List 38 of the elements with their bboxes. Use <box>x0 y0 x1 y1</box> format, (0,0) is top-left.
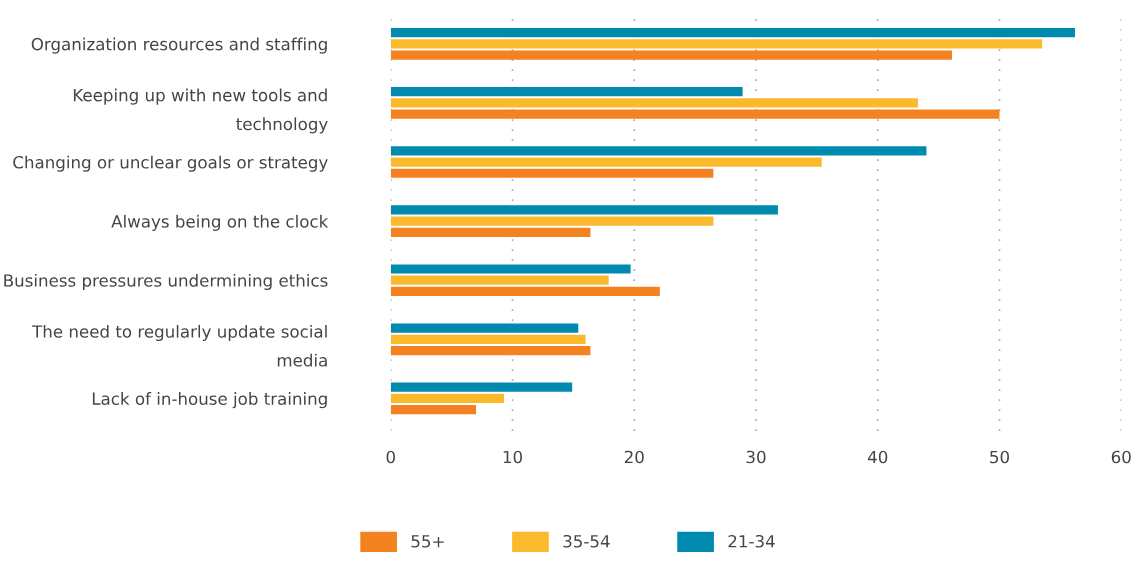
bar <box>390 168 714 178</box>
x-tick-label: 0 <box>386 450 395 464</box>
bar <box>390 146 927 156</box>
y-tick-label: Keeping up with new tools and technology <box>73 88 328 134</box>
bar <box>390 87 743 97</box>
bar <box>390 50 953 60</box>
x-tick-label: 30 <box>746 450 766 464</box>
bar <box>390 323 579 333</box>
x-tick-label: 20 <box>624 450 644 464</box>
legend-label: 35-54 <box>563 534 610 548</box>
y-tick-label: Lack of in-house job training <box>92 392 327 409</box>
y-tick-label: Organization resources and staffing <box>31 37 327 54</box>
bar <box>390 393 504 404</box>
bar <box>390 157 822 167</box>
bar <box>390 264 631 274</box>
y-tick-label: Always being on the clock <box>111 214 329 231</box>
x-tick-label: 10 <box>503 450 523 464</box>
bar <box>390 286 660 297</box>
y-tick-label: Business pressures undermining ethics <box>4 273 328 291</box>
bar <box>390 205 778 215</box>
x-tick-label: 50 <box>990 450 1009 464</box>
x-tick-label: 40 <box>867 450 888 464</box>
bar <box>390 216 714 226</box>
bar <box>390 227 591 237</box>
bar <box>390 28 1075 38</box>
bar <box>390 345 591 356</box>
bar <box>390 109 1000 119</box>
bar <box>390 405 476 415</box>
bar <box>390 275 609 285</box>
bar <box>390 98 918 108</box>
legend-label: 21-34 <box>728 534 775 548</box>
bar <box>390 39 1043 49</box>
x-tick-label: 60 <box>1111 450 1131 464</box>
legend-label: 55+ <box>411 535 444 548</box>
y-tick-label: The need to regularly update social media <box>32 324 327 367</box>
bar <box>390 334 586 344</box>
bar <box>390 382 573 392</box>
y-tick-label: Changing or unclear goals or strategy <box>13 155 328 172</box>
